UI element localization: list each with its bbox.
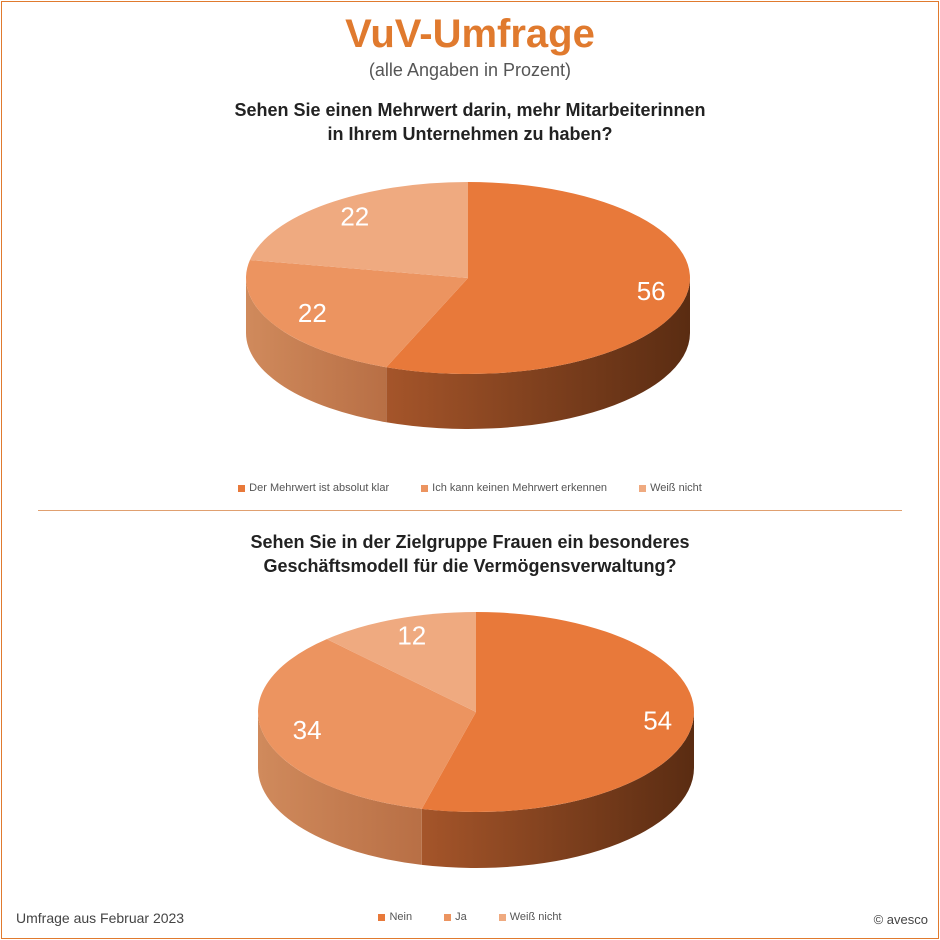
legend-swatch: [238, 484, 246, 492]
legend-item: Nein: [378, 911, 412, 923]
chart1-slice-side-1: [386, 278, 691, 430]
legend-swatch: [498, 913, 506, 921]
chart2-slice-1: [421, 612, 694, 812]
legend-label: Weiß nicht: [650, 482, 702, 494]
legend-label: Ja: [455, 911, 467, 923]
legend-swatch: [639, 484, 647, 492]
chart1-data-label-1: 56: [637, 276, 666, 306]
page-title: VuV-Umfrage: [345, 12, 595, 56]
chart1-data-label-2: 22: [298, 298, 327, 328]
legend-label: Nein: [389, 911, 413, 923]
chart1-question: Sehen Sie einen Mehrwert darin, mehr Mit…: [234, 100, 706, 144]
chart1-slice-1: [386, 182, 690, 374]
chart2-data-label-3: 12: [397, 620, 426, 650]
chart1-slice-3: [249, 182, 468, 278]
page-subtitle: (alle Angaben in Prozent): [368, 60, 572, 80]
survey-date-note: Umfrage aus Februar 2023: [16, 910, 185, 926]
legend-item: Der Mehrwert ist absolut klar: [238, 482, 389, 494]
legend-label: Ich kann keinen Mehrwert erkennen: [432, 482, 608, 494]
chart2-slice-side-1: [421, 712, 694, 868]
chart1-slice-side-2: [245, 278, 387, 423]
legend-swatch: [378, 913, 386, 921]
legend-item: Weiß nicht: [639, 482, 702, 494]
legend-item: Ich kann keinen Mehrwert erkennen: [421, 482, 607, 494]
chart2-question: Sehen Sie in der Zielgruppe Frauen ein b…: [250, 532, 690, 576]
chart2-legend: Nein Ja Weiß nicht: [0, 911, 940, 923]
divider: [38, 510, 902, 511]
legend-item: Ja: [444, 911, 467, 923]
chart1-legend: Der Mehrwert ist absolut klar Ich kann k…: [0, 482, 940, 494]
copyright: © avesco: [873, 912, 928, 927]
legend-item: Weiß nicht: [498, 911, 562, 923]
chart2-data-label-1: 54: [643, 705, 672, 735]
chart2-slice-side-2: [258, 712, 422, 865]
chart2-slice-3: [326, 612, 476, 712]
chart2-data-label-2: 34: [293, 715, 322, 745]
chart2-slice-2: [258, 639, 476, 809]
legend-swatch: [444, 913, 452, 921]
legend-label: Weiß nicht: [509, 911, 562, 923]
legend-label: Der Mehrwert ist absolut klar: [249, 482, 390, 494]
legend-swatch: [421, 484, 429, 492]
chart1-data-label-3: 22: [340, 202, 369, 232]
chart1-slice-2: [246, 260, 468, 368]
